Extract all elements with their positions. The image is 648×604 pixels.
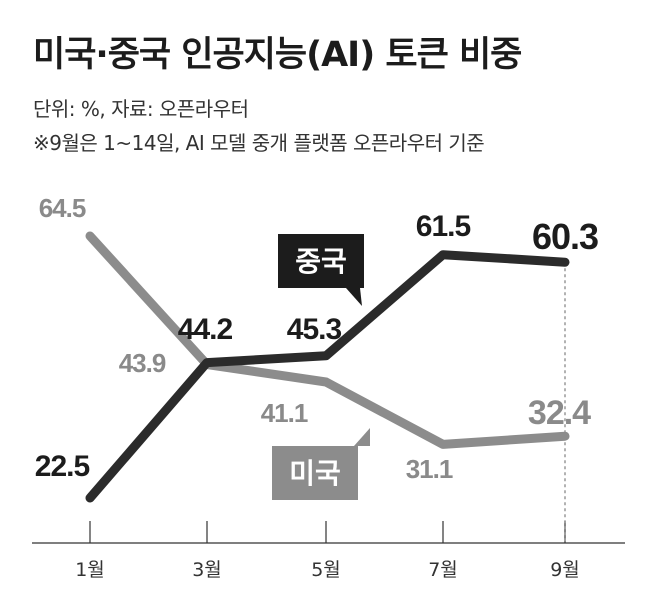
data-label-china: 61.5	[416, 210, 471, 243]
x-tick-label: 5월	[311, 559, 341, 581]
period-note: ※9월은 1~14일, AI 모델 중개 플랫폼 오픈라우터 기준	[33, 131, 485, 155]
data-label-china: 22.5	[35, 450, 90, 483]
data-label-china: 45.3	[287, 313, 342, 346]
legend-box-china	[278, 234, 364, 288]
data-label-usa: 43.9	[119, 348, 166, 378]
x-tick-label: 1월	[75, 559, 105, 581]
chart-title: 미국·중국 인공지능(AI) 토큰 비중	[33, 35, 522, 75]
data-label-usa: 32.4	[528, 394, 591, 432]
data-label-china: 60.3	[532, 216, 598, 257]
x-tick-label: 9월	[550, 559, 580, 581]
legend-pointer-china	[346, 288, 362, 306]
legend-box-usa	[272, 446, 358, 500]
series-line-usa	[85, 231, 570, 449]
series-line-china	[85, 250, 570, 503]
legend-pointer-usa	[354, 428, 370, 446]
unit-source-note: 단위: %, 자료: 오픈라우터	[33, 97, 249, 121]
data-label-usa: 31.1	[406, 454, 453, 484]
data-label-china: 44.2	[178, 313, 233, 346]
legend-label-usa: 미국	[289, 457, 341, 490]
x-tick-label: 3월	[192, 559, 222, 581]
data-label-usa: 41.1	[261, 398, 308, 428]
legend-label-china: 중국	[295, 245, 347, 278]
x-tick-label: 7월	[428, 559, 458, 581]
data-label-usa: 64.5	[39, 193, 86, 223]
